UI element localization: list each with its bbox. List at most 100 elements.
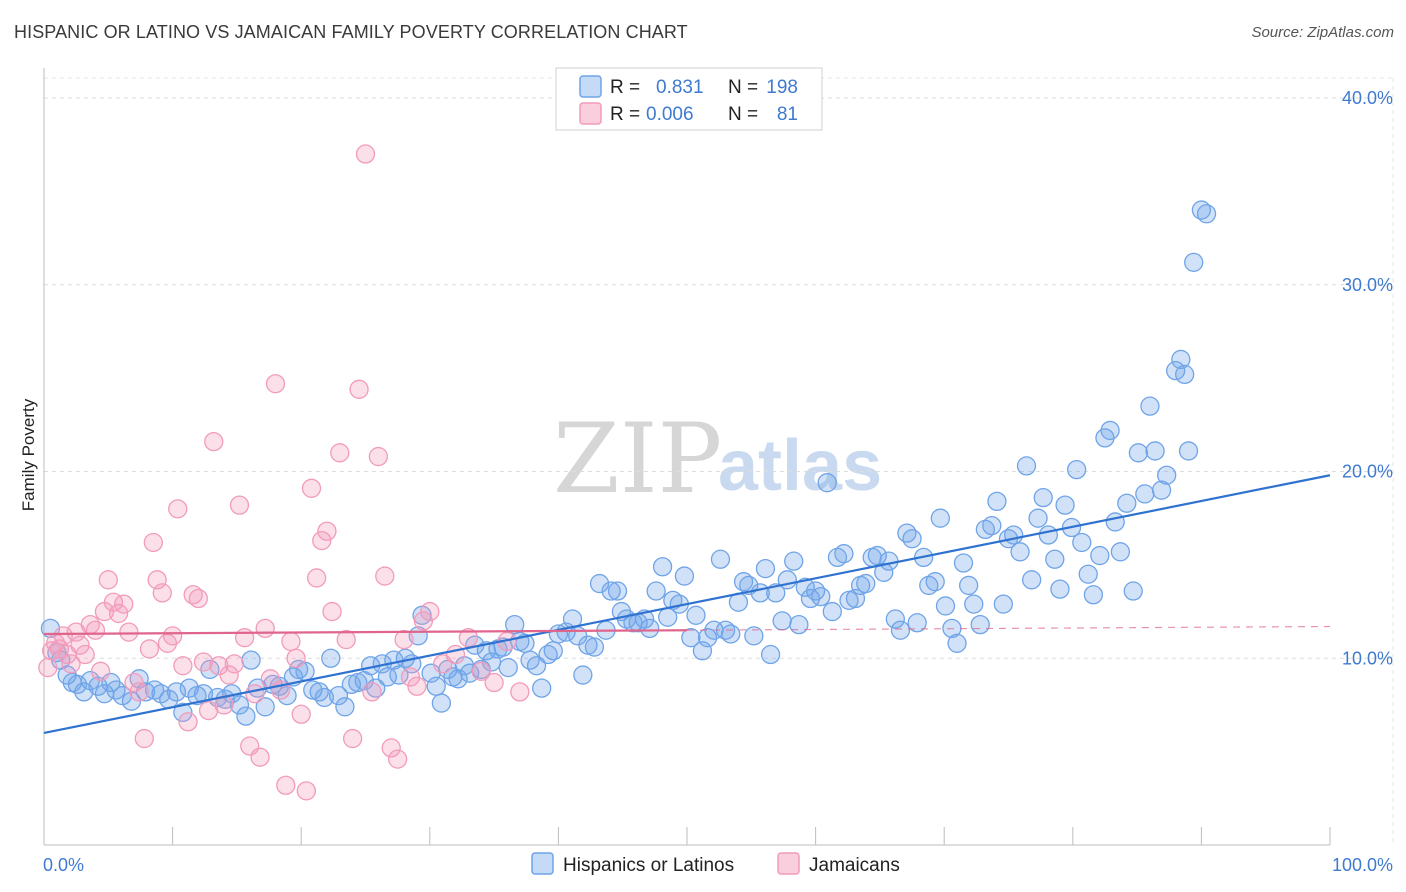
- point-hispanic-21: [179, 678, 199, 698]
- point-hispanic-107: [697, 628, 718, 648]
- point-jamaican-31: [183, 585, 203, 605]
- point-hispanic-104: [681, 628, 701, 648]
- point-hispanic-119: [766, 583, 786, 603]
- trend-lines: [43, 474, 1331, 735]
- point-jamaican-72: [413, 611, 434, 631]
- point-hispanic-183: [1128, 443, 1149, 463]
- point-hispanic-88: [589, 573, 610, 594]
- point-jamaican-14: [98, 570, 118, 590]
- point-hispanic-193: [1184, 252, 1204, 272]
- point-hispanic-113: [733, 572, 754, 592]
- point-jamaican-74: [433, 654, 453, 674]
- point-hispanic-91: [607, 581, 628, 601]
- point-jamaican-64: [362, 682, 382, 702]
- series-swatch-jamaican: [777, 852, 800, 875]
- point-jamaican-11: [85, 620, 106, 640]
- point-hispanic-172: [1067, 459, 1087, 480]
- point-jamaican-32: [188, 588, 208, 609]
- point-hispanic-170: [1055, 495, 1075, 515]
- point-hispanic-184: [1135, 484, 1155, 504]
- point-hispanic-115: [744, 626, 764, 646]
- point-jamaican-65: [368, 446, 389, 467]
- point-hispanic-111: [721, 624, 741, 644]
- point-jamaican-67: [381, 738, 401, 758]
- legend-r-label-1: R =: [610, 77, 640, 98]
- series-legend: Hispanics or Latinos Jamaicans: [531, 852, 900, 876]
- y-tick-label-20: 20.0%: [1342, 462, 1393, 482]
- point-hispanic-77: [526, 656, 547, 676]
- point-hispanic-162: [1010, 542, 1030, 562]
- point-hispanic-29: [236, 706, 256, 726]
- point-hispanic-186: [1145, 441, 1165, 461]
- point-hispanic-153: [958, 575, 979, 596]
- point-hispanic-99: [652, 557, 673, 577]
- point-hispanic-103: [674, 566, 695, 586]
- point-hispanic-195: [1196, 204, 1217, 224]
- legend-n-value-1: 198: [766, 77, 798, 98]
- point-hispanic-135: [856, 573, 876, 594]
- point-hispanic-87: [584, 637, 605, 657]
- point-jamaican-6: [61, 654, 81, 674]
- point-jamaican-53: [296, 781, 316, 801]
- point-hispanic-30: [241, 650, 261, 670]
- point-jamaican-78: [484, 672, 504, 693]
- point-hispanic-124: [795, 577, 815, 597]
- point-hispanic-139: [879, 551, 899, 571]
- point-hispanic-147: [925, 572, 945, 592]
- point-hispanic-40: [309, 682, 329, 702]
- point-jamaican-76: [458, 628, 479, 648]
- point-hispanic-148: [930, 508, 950, 528]
- point-jamaican-22: [139, 639, 160, 659]
- point-hispanic-174: [1078, 564, 1098, 584]
- point-hispanic-167: [1038, 525, 1059, 545]
- point-hispanic-181: [1117, 493, 1137, 513]
- point-jamaican-59: [330, 443, 350, 463]
- point-jamaican-28: [168, 499, 188, 519]
- point-jamaican-73: [420, 601, 440, 622]
- point-jamaican-66: [375, 566, 395, 586]
- trend-line-hispanic: [43, 474, 1331, 735]
- x-tick-label-max: 100.0%: [1332, 855, 1393, 875]
- point-jamaican-23: [143, 532, 163, 553]
- point-hispanic-163: [1016, 456, 1037, 476]
- watermark-zip: ZIP: [553, 403, 722, 515]
- point-jamaican-33: [193, 652, 214, 672]
- y-axis-label: Family Poverty: [19, 398, 38, 511]
- axes: [43, 68, 1331, 846]
- point-hispanic-158: [987, 491, 1007, 512]
- point-hispanic-175: [1083, 585, 1104, 605]
- stats-legend: R = 0.831 N = 198 R = 0.006 N = 81: [555, 67, 823, 131]
- point-hispanic-140: [885, 609, 905, 629]
- point-hispanic-90: [601, 581, 621, 601]
- legend-swatch-hispanic: [579, 75, 602, 98]
- point-jamaican-45: [255, 618, 275, 639]
- point-jamaican-44: [250, 747, 270, 767]
- point-hispanic-188: [1157, 465, 1177, 485]
- point-jamaican-71: [407, 676, 427, 696]
- point-jamaican-62: [349, 379, 369, 399]
- point-hispanic-169: [1050, 579, 1070, 599]
- point-hispanic-173: [1072, 532, 1092, 553]
- point-hispanic-180: [1110, 542, 1131, 562]
- point-jamaican-54: [301, 478, 322, 498]
- point-hispanic-43: [328, 685, 349, 706]
- point-jamaican-9: [75, 644, 95, 665]
- point-jamaican-40: [229, 495, 250, 515]
- point-hispanic-118: [760, 644, 781, 665]
- point-jamaican-56: [312, 530, 332, 551]
- y-tick-label-40: 40.0%: [1342, 88, 1393, 108]
- point-hispanic-59: [426, 676, 446, 696]
- point-jamaican-17: [114, 594, 134, 614]
- point-jamaican-39: [224, 654, 244, 674]
- point-hispanic-97: [640, 618, 660, 639]
- point-jamaican-21: [134, 728, 154, 749]
- y-tick-label-10: 10.0%: [1342, 648, 1393, 668]
- point-hispanic-20: [173, 702, 193, 723]
- legend-r-label-2: R =: [610, 104, 640, 125]
- point-jamaican-51: [286, 648, 306, 668]
- point-hispanic-80: [543, 641, 563, 661]
- point-jamaican-52: [291, 704, 311, 724]
- point-jamaican-57: [317, 521, 337, 541]
- point-hispanic-187: [1151, 480, 1172, 500]
- point-hispanic-165: [1028, 508, 1048, 528]
